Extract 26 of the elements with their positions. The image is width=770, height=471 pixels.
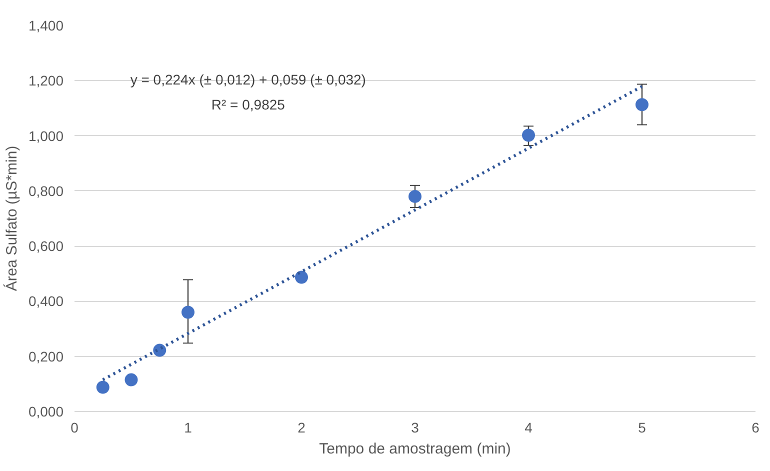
annotation: y = 0,224x (± 0,012) + 0,059 (± 0,032) xyxy=(130,71,366,88)
y-tick-label: 1,200 xyxy=(28,72,64,89)
x-axis-title: Tempo de amostragem (min) xyxy=(319,440,511,458)
point xyxy=(124,373,138,386)
point xyxy=(96,380,110,394)
y-tick-label: 0,800 xyxy=(28,182,64,199)
y-tick-label: 1,000 xyxy=(28,128,64,144)
point xyxy=(408,190,422,203)
point xyxy=(522,128,535,142)
point xyxy=(182,306,194,319)
x-tick-label: 2 xyxy=(298,420,306,436)
point xyxy=(636,98,648,112)
annotation: R² = 0,9825 xyxy=(211,96,286,112)
y-tick-label: 0,400 xyxy=(28,293,64,310)
y-tick-label: 1,400 xyxy=(28,18,64,34)
y-tick-label: 0,200 xyxy=(28,348,64,364)
y-axis-title: Área Sulfato (µS*min) xyxy=(2,146,20,292)
y-tick-label: 0,600 xyxy=(28,238,64,254)
point xyxy=(295,270,308,284)
x-tick-label: 0 xyxy=(70,420,79,436)
x-tick-label: 4 xyxy=(524,420,533,436)
x-tick-label: 5 xyxy=(638,420,646,436)
x-tick-label: 1 xyxy=(184,420,192,436)
x-tick-label: 3 xyxy=(411,420,420,436)
y-tick-label: 0,000 xyxy=(28,404,64,420)
x-tick-label: 6 xyxy=(752,420,760,436)
